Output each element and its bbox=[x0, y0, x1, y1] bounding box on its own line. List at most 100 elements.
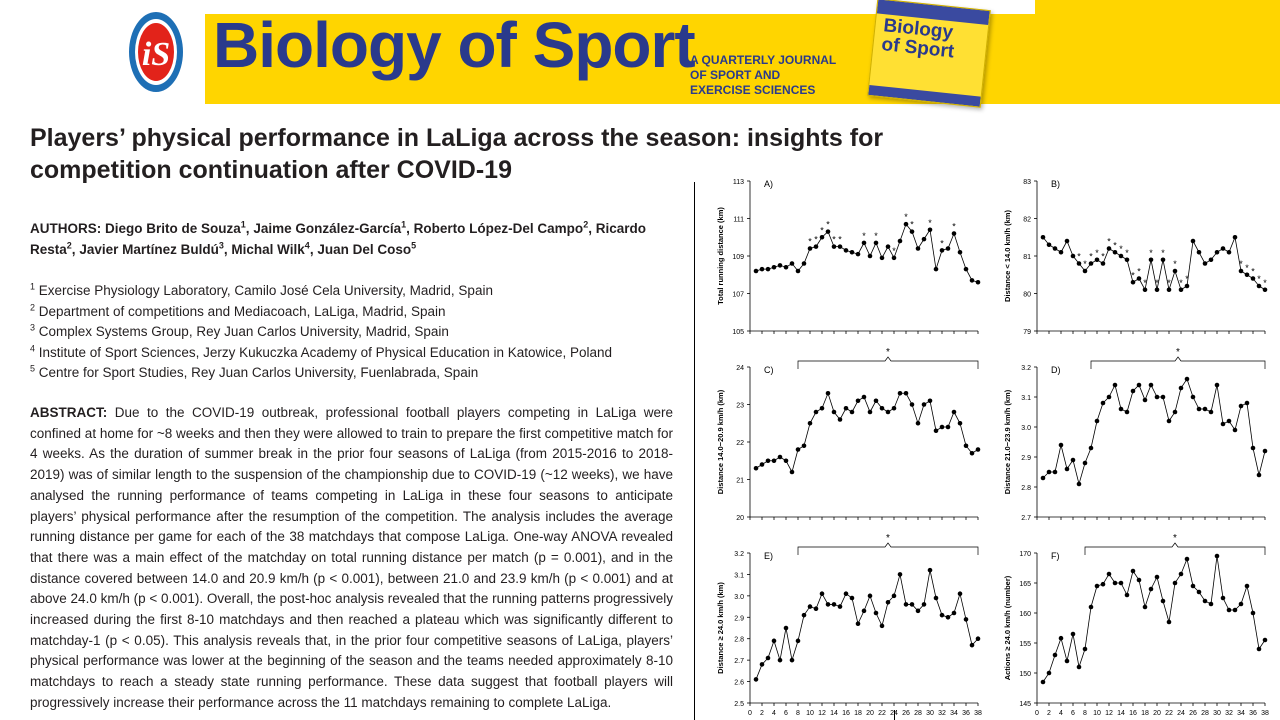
data-point bbox=[891, 405, 897, 411]
data-point bbox=[873, 240, 879, 246]
y-axis-label: Distance ≥ 24.0 km/h (km) bbox=[716, 582, 725, 674]
significance-star: * bbox=[814, 235, 818, 245]
data-point bbox=[909, 402, 915, 407]
figure-panels: 105 107 109 111 113 Total running distance (k… bbox=[716, 179, 1269, 717]
article-title: Players’ physical performance in LaLiga … bbox=[30, 124, 884, 184]
x-tick-label: 24 bbox=[1177, 710, 1185, 717]
significance-star: * bbox=[1101, 252, 1105, 262]
data-point bbox=[813, 409, 819, 415]
journal-cover-thumbnail: Biology of Sport bbox=[867, 0, 991, 108]
data-point bbox=[1124, 409, 1130, 415]
data-point bbox=[849, 409, 855, 415]
x-tick-label: 30 bbox=[926, 710, 934, 717]
data-point bbox=[849, 249, 855, 255]
significance-star: * bbox=[1077, 252, 1081, 262]
series-line bbox=[755, 570, 979, 680]
data-point bbox=[1040, 475, 1046, 481]
y-tick-label: 2.6 bbox=[734, 680, 744, 687]
affiliation-number: 4 bbox=[30, 343, 36, 353]
y-axis-label: Distance < 14.0 km/h (km) bbox=[1003, 210, 1012, 302]
data-point bbox=[1112, 382, 1118, 388]
data-point bbox=[855, 398, 861, 404]
y-tick-label: 2.7 bbox=[1021, 515, 1031, 522]
affiliation-item: 2 Department of competitions and Mediaco… bbox=[30, 302, 680, 323]
data-point bbox=[927, 567, 933, 573]
data-point bbox=[921, 236, 927, 242]
data-point bbox=[813, 244, 819, 249]
abstract-text: Due to the COVID-19 outbreak, profession… bbox=[30, 405, 673, 710]
data-point bbox=[1142, 287, 1148, 293]
authors-label: AUTHORS: bbox=[30, 221, 102, 236]
y-tick-label: 82 bbox=[1023, 217, 1031, 224]
data-point bbox=[1148, 257, 1154, 263]
chart-panel: 20 21 22 23 24 Distance 14.0−20.9 km/h (km) C)… bbox=[716, 347, 981, 522]
data-point bbox=[909, 229, 915, 234]
data-point bbox=[1070, 457, 1076, 463]
data-point bbox=[1196, 406, 1202, 412]
data-point bbox=[1082, 268, 1088, 274]
data-point bbox=[861, 240, 867, 246]
data-point bbox=[921, 402, 927, 407]
data-point bbox=[1238, 268, 1244, 274]
data-point bbox=[1148, 382, 1154, 388]
data-point bbox=[879, 405, 885, 411]
significance-bracket bbox=[1090, 356, 1266, 369]
data-point bbox=[1220, 246, 1226, 251]
author-name: Ricardo Resta bbox=[30, 221, 646, 257]
affiliation-text: Complex Systems Group, Rey Juan Carlos U… bbox=[35, 324, 449, 339]
affiliation-item: 3 Complex Systems Group, Rey Juan Carlos… bbox=[30, 322, 680, 343]
data-point bbox=[849, 595, 855, 601]
data-point bbox=[885, 244, 891, 249]
y-tick-label: 2.7 bbox=[734, 658, 744, 665]
data-point bbox=[831, 602, 837, 607]
data-point bbox=[1178, 385, 1184, 391]
data-point bbox=[957, 420, 963, 426]
data-point bbox=[1220, 421, 1226, 427]
significance-star: * bbox=[1113, 240, 1117, 250]
y-tick-label: 165 bbox=[1019, 581, 1031, 588]
data-point bbox=[903, 602, 909, 607]
data-point bbox=[1256, 472, 1262, 478]
y-tick-label: 3.0 bbox=[734, 594, 744, 601]
x-tick-label: 6 bbox=[1071, 710, 1075, 717]
data-point bbox=[843, 405, 849, 411]
data-point bbox=[1226, 249, 1232, 255]
data-point bbox=[939, 424, 945, 430]
data-point bbox=[975, 447, 981, 452]
journal-name: Biology of Sport bbox=[213, 9, 696, 81]
data-point bbox=[1076, 261, 1082, 266]
data-point bbox=[951, 610, 957, 616]
x-tick-label: 4 bbox=[1059, 710, 1063, 717]
y-tick-label: 113 bbox=[733, 179, 744, 186]
significance-star: * bbox=[928, 218, 932, 228]
author-names: Diego Brito de Souza1, Jaime González-Ga… bbox=[30, 219, 646, 257]
data-point bbox=[1136, 577, 1142, 583]
significance-star: * bbox=[1167, 278, 1171, 288]
author-affiliation-number: 4 bbox=[304, 240, 310, 251]
author-name: Michal Wilk bbox=[227, 242, 305, 257]
data-point bbox=[837, 417, 843, 422]
x-tick-label: 32 bbox=[1225, 710, 1233, 717]
chart-panel: 2.52.62.72.82.93.03.13.20 2 4 6 8 10 12 14 16 18 2… bbox=[716, 533, 982, 717]
x-tick-label: 8 bbox=[796, 710, 800, 717]
data-point bbox=[1046, 670, 1052, 676]
y-tick-label: 2.9 bbox=[734, 615, 744, 622]
data-point bbox=[1190, 238, 1196, 244]
x-tick-label: 2 bbox=[1047, 710, 1051, 717]
data-point bbox=[1244, 272, 1250, 278]
data-point bbox=[1040, 234, 1046, 240]
data-point bbox=[867, 253, 873, 259]
data-point bbox=[1166, 418, 1172, 424]
data-point bbox=[771, 638, 777, 644]
x-tick-label: 14 bbox=[830, 710, 838, 717]
data-point bbox=[1172, 580, 1178, 586]
significance-star: * bbox=[1245, 263, 1249, 273]
data-point bbox=[1064, 238, 1070, 244]
y-tick-label: 21 bbox=[736, 478, 744, 485]
y-tick-label: 2.8 bbox=[734, 637, 744, 644]
data-point bbox=[759, 266, 765, 272]
data-point bbox=[855, 251, 861, 257]
affiliation-number: 1 bbox=[30, 281, 36, 292]
data-point bbox=[807, 246, 813, 251]
data-point bbox=[1190, 394, 1196, 400]
